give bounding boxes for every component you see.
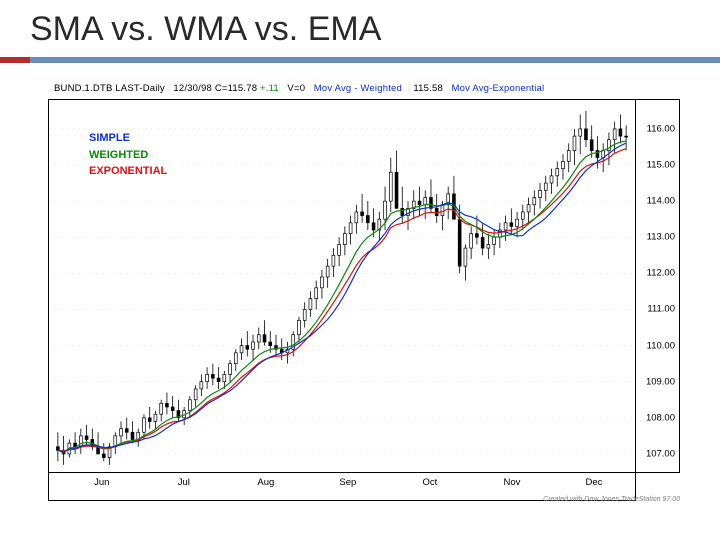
title-bar: SMA vs. WMA vs. EMA xyxy=(0,0,720,57)
x-tick: Oct xyxy=(423,477,438,488)
accent-row xyxy=(0,57,720,63)
y-tick: 107.00 xyxy=(646,448,675,459)
y-axis: 107.00 108.00 109.00 110.00 111.00 112.00 113.… xyxy=(636,99,680,473)
y-tick: 114.00 xyxy=(647,196,675,207)
plot-area: SIMPLE WEIGHTED EXPONENTIAL xyxy=(48,99,636,473)
x-tick: Aug xyxy=(257,477,274,488)
accent-blue xyxy=(30,57,720,63)
page-title: SMA vs. WMA vs. EMA xyxy=(30,10,690,49)
hdr-close: C=115.78 xyxy=(215,83,257,94)
hdr-maw: Mov Avg - Weighted xyxy=(314,83,402,94)
hdr-date: 12/30/98 xyxy=(173,83,212,94)
y-tick: 109.00 xyxy=(646,376,675,387)
y-tick: 113.00 xyxy=(647,232,675,243)
y-tick: 112.00 xyxy=(647,268,675,279)
x-tick: Sep xyxy=(339,477,356,488)
plot-svg xyxy=(49,100,635,472)
x-tick: Jul xyxy=(178,477,190,488)
x-tick: Nov xyxy=(503,477,520,488)
hdr-vol: V=0 xyxy=(287,83,305,94)
slide: SMA vs. WMA vs. EMA BUND.1.DTB LAST-Dail… xyxy=(0,0,720,540)
accent-red xyxy=(0,57,30,63)
plot-outer: SIMPLE WEIGHTED EXPONENTIAL 107.00 108.00… xyxy=(48,99,680,501)
hdr-mae: Mov Avg-Exponential xyxy=(451,83,544,94)
chart-footer: Created with Dow Jones TradeStation 97.0… xyxy=(543,496,680,503)
chart-header: BUND.1.DTB LAST-Daily 12/30/98 C=115.78 … xyxy=(48,81,680,96)
y-tick: 115.00 xyxy=(647,160,675,171)
hdr-change: +.11 xyxy=(260,83,279,94)
y-tick: 116.00 xyxy=(647,123,675,134)
hdr-maw-val: 115.58 xyxy=(413,83,443,94)
y-tick: 111.00 xyxy=(647,304,675,315)
x-tick: Dec xyxy=(586,477,603,488)
hdr-symbol: BUND.1.DTB LAST-Daily xyxy=(54,83,165,94)
x-tick: Jun xyxy=(94,477,109,488)
y-tick: 108.00 xyxy=(646,412,675,423)
chart-container: BUND.1.DTB LAST-Daily 12/30/98 C=115.78 … xyxy=(48,81,680,501)
y-tick: 110.00 xyxy=(647,340,675,351)
